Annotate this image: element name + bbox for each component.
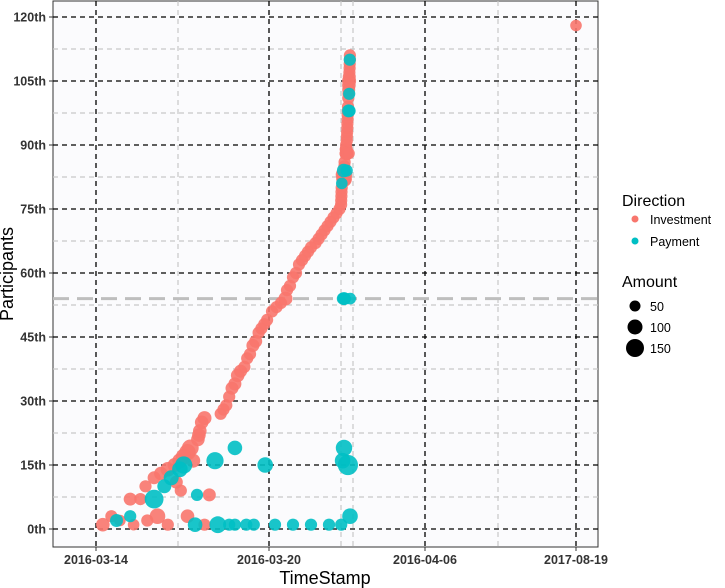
payment-point bbox=[343, 104, 356, 117]
investment-point bbox=[123, 492, 137, 506]
investment-point bbox=[134, 493, 147, 506]
payment-point bbox=[286, 518, 300, 531]
investment-point bbox=[570, 19, 582, 32]
points-layer bbox=[96, 19, 582, 534]
payment-point bbox=[335, 439, 353, 457]
investment-point bbox=[202, 488, 216, 502]
legend-amount-100-key bbox=[627, 319, 643, 335]
payment-point bbox=[257, 457, 274, 473]
payment-point bbox=[335, 518, 348, 531]
legend-payment-key bbox=[631, 237, 639, 245]
x-tick-label: 2016-03-20 bbox=[237, 553, 301, 567]
payment-point bbox=[247, 518, 260, 531]
x-axis-title: TimeStamp bbox=[279, 568, 370, 588]
payment-point bbox=[343, 53, 356, 66]
y-tick-label: 0th bbox=[27, 523, 46, 537]
y-axis-title: Participants bbox=[0, 227, 17, 321]
payment-point bbox=[206, 452, 224, 470]
payment-point bbox=[144, 489, 164, 509]
payment-point bbox=[344, 292, 357, 305]
y-tick-label: 45th bbox=[20, 331, 46, 345]
legend-amount-150-key bbox=[626, 339, 644, 357]
legend-investment-label: Investment bbox=[650, 213, 712, 227]
legend-amount-50-key bbox=[629, 300, 641, 312]
legend-amount-50-label: 50 bbox=[650, 300, 664, 314]
investment-point bbox=[343, 147, 355, 160]
investment-point bbox=[96, 517, 110, 532]
legend-direction-title: Direction bbox=[622, 193, 685, 210]
y-tick-label: 105th bbox=[13, 75, 46, 89]
payment-point bbox=[175, 456, 193, 474]
payment-point bbox=[190, 488, 204, 501]
investment-point bbox=[161, 518, 174, 531]
investment-point bbox=[149, 508, 166, 524]
payment-point bbox=[187, 517, 203, 532]
investment-point bbox=[174, 484, 187, 497]
payment-point bbox=[342, 508, 358, 524]
x-tick-label: 2016-03-14 bbox=[64, 553, 128, 567]
y-tick-label: 120th bbox=[13, 11, 46, 25]
payment-point bbox=[304, 518, 318, 531]
payment-point bbox=[322, 518, 336, 531]
payment-point bbox=[268, 518, 282, 531]
investment-point bbox=[197, 411, 212, 426]
y-tick-label: 60th bbox=[20, 267, 46, 281]
payment-point bbox=[336, 177, 348, 190]
legend: Direction Investment Payment Amount 50 1… bbox=[622, 193, 712, 357]
legend-amount-150-label: 150 bbox=[650, 342, 671, 356]
payment-point bbox=[228, 518, 241, 531]
payment-point bbox=[124, 510, 137, 523]
payment-point bbox=[209, 516, 227, 534]
y-tick-label: 75th bbox=[20, 203, 46, 217]
legend-amount-100-label: 100 bbox=[650, 321, 671, 335]
payment-point bbox=[337, 454, 358, 476]
payment-point bbox=[110, 514, 123, 527]
x-tick-label: 2017-08-19 bbox=[544, 553, 608, 567]
payment-point bbox=[227, 440, 243, 456]
legend-investment-key bbox=[631, 215, 639, 223]
y-tick-label: 30th bbox=[20, 395, 46, 409]
legend-payment-label: Payment bbox=[650, 235, 700, 249]
ticks-layer: 0th 15th 30th 45th 60th 75th 90th 105th 120th 201… bbox=[13, 11, 608, 568]
plot-panel bbox=[52, 0, 599, 548]
investment-point bbox=[139, 480, 152, 493]
legend-amount-title: Amount bbox=[622, 274, 678, 291]
y-tick-label: 15th bbox=[20, 459, 46, 473]
x-tick-label: 2016-04-06 bbox=[393, 553, 457, 567]
payment-point bbox=[340, 164, 353, 177]
y-tick-label: 90th bbox=[20, 139, 46, 153]
payment-point bbox=[343, 87, 356, 100]
